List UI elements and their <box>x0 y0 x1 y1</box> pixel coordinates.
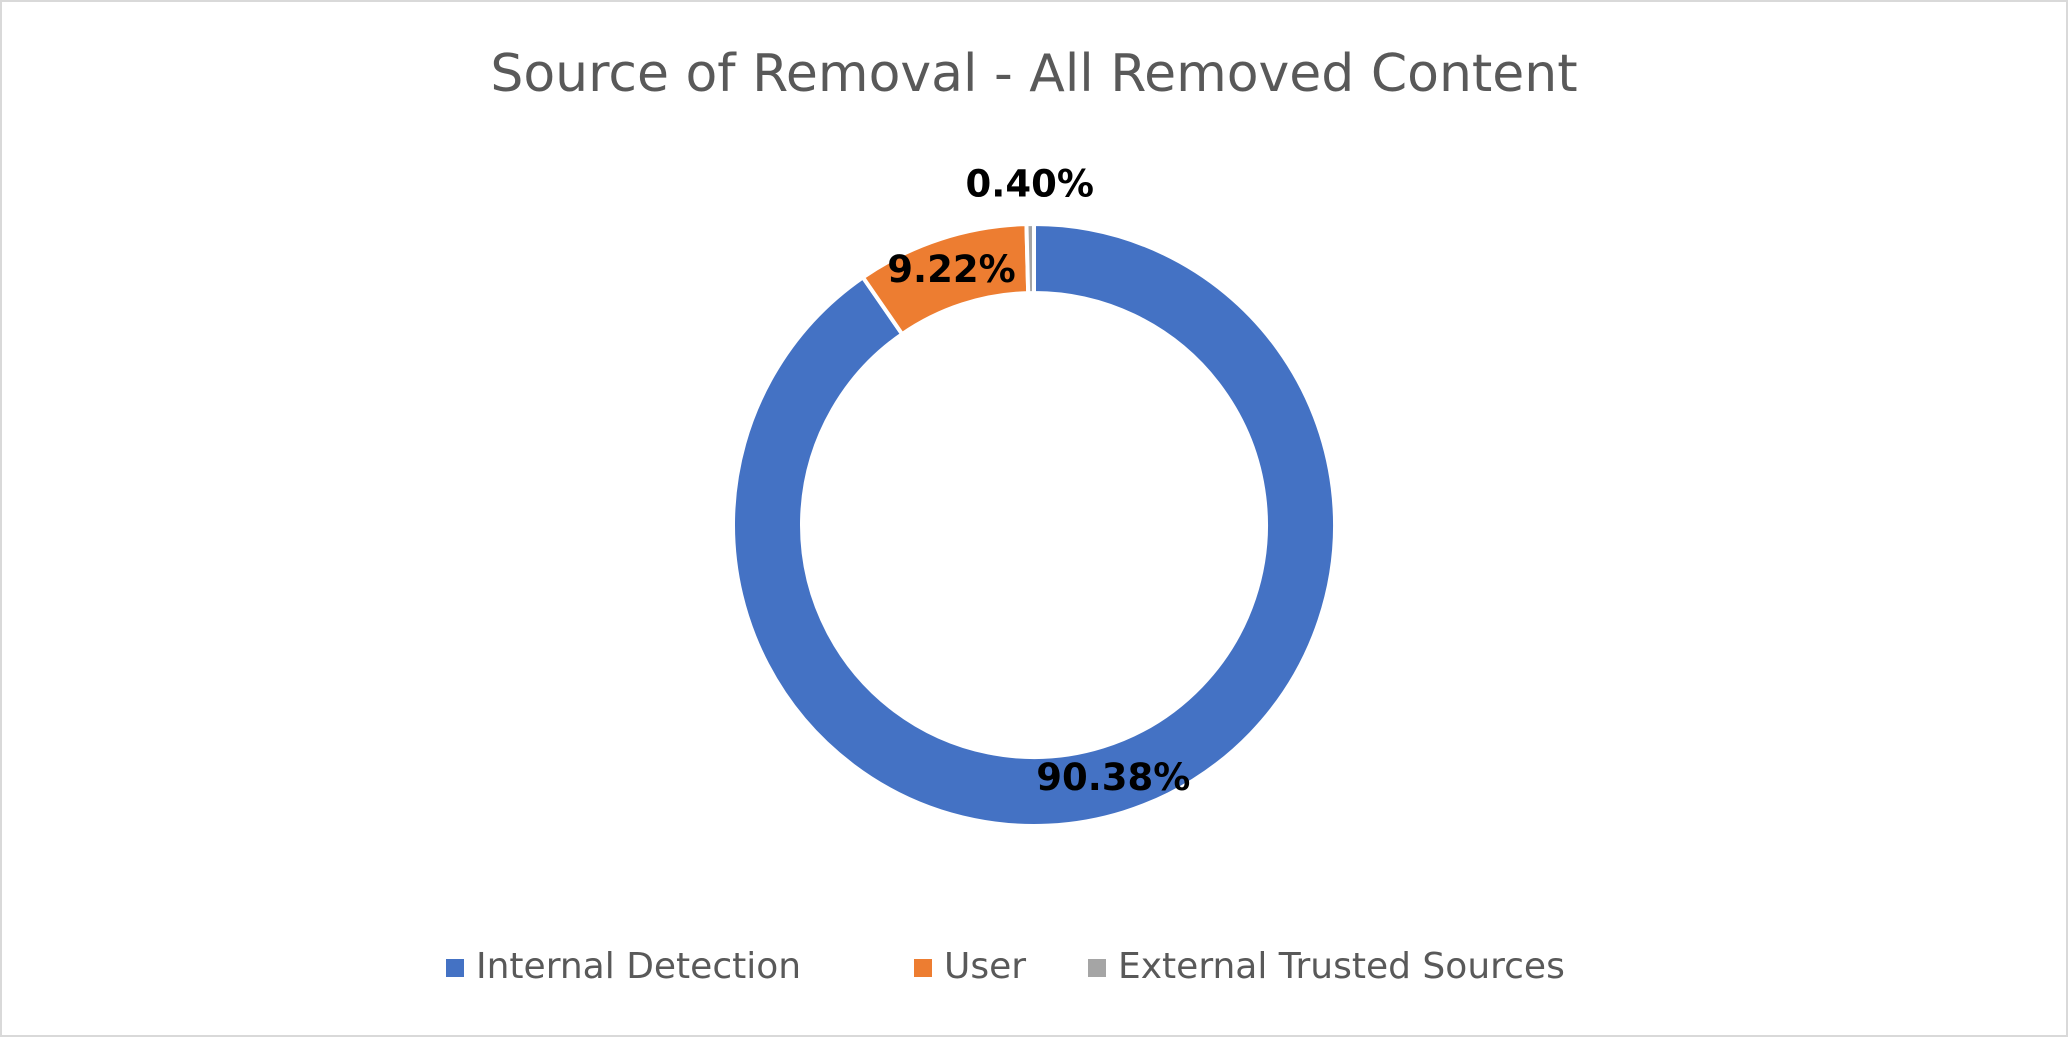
donut-segment <box>1024 221 1036 296</box>
data-label: 9.22% <box>887 248 1015 291</box>
legend-label: User <box>944 946 1026 987</box>
data-label: 0.40% <box>966 163 1094 206</box>
legend-swatch <box>1088 959 1106 977</box>
data-label: 90.38% <box>1036 756 1190 799</box>
legend-swatch <box>446 959 464 977</box>
donut-segment <box>731 221 1337 828</box>
legend-label: Internal Detection <box>476 946 801 987</box>
chart-title: Source of Removal - All Removed Content <box>490 44 1577 104</box>
legend-swatch <box>914 959 932 977</box>
legend-label: External Trusted Sources <box>1118 946 1565 987</box>
